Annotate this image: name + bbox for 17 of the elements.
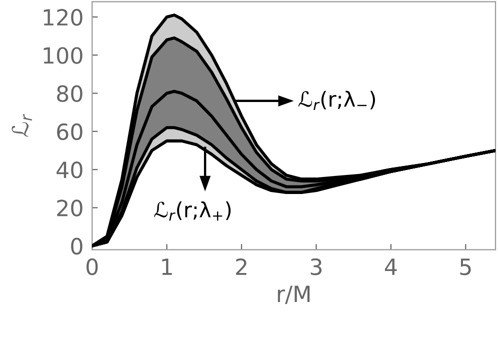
y-tick-label: 40 bbox=[56, 162, 82, 178]
y-tick-label: 100 bbox=[44, 47, 82, 64]
annotation: ℒ$_{r}$(r;λ$_{+}$) bbox=[154, 201, 231, 221]
x-tick-label: 1 bbox=[162, 258, 172, 275]
y-tick-label: 0 bbox=[71, 238, 82, 255]
x-tick-label: 0 bbox=[86, 258, 98, 276]
y-tick-label: 20 bbox=[57, 200, 82, 216]
x-tick-label: 4 bbox=[384, 258, 397, 275]
annotation: ℒ$_{r}$(r;λ$_{−}$) bbox=[298, 90, 375, 110]
x-axis-title: r/M bbox=[278, 286, 310, 304]
x-tick-label: 3 bbox=[310, 258, 322, 276]
y-tick-label: 80 bbox=[57, 85, 82, 102]
x-tick-label: 5 bbox=[460, 258, 471, 276]
y-tick-label: 60 bbox=[57, 123, 82, 140]
y-axis-title: ℒ$_{r}$ bbox=[12, 114, 32, 137]
y-tick-label: 120 bbox=[44, 8, 82, 26]
x-tick-label: 2 bbox=[236, 258, 246, 275]
